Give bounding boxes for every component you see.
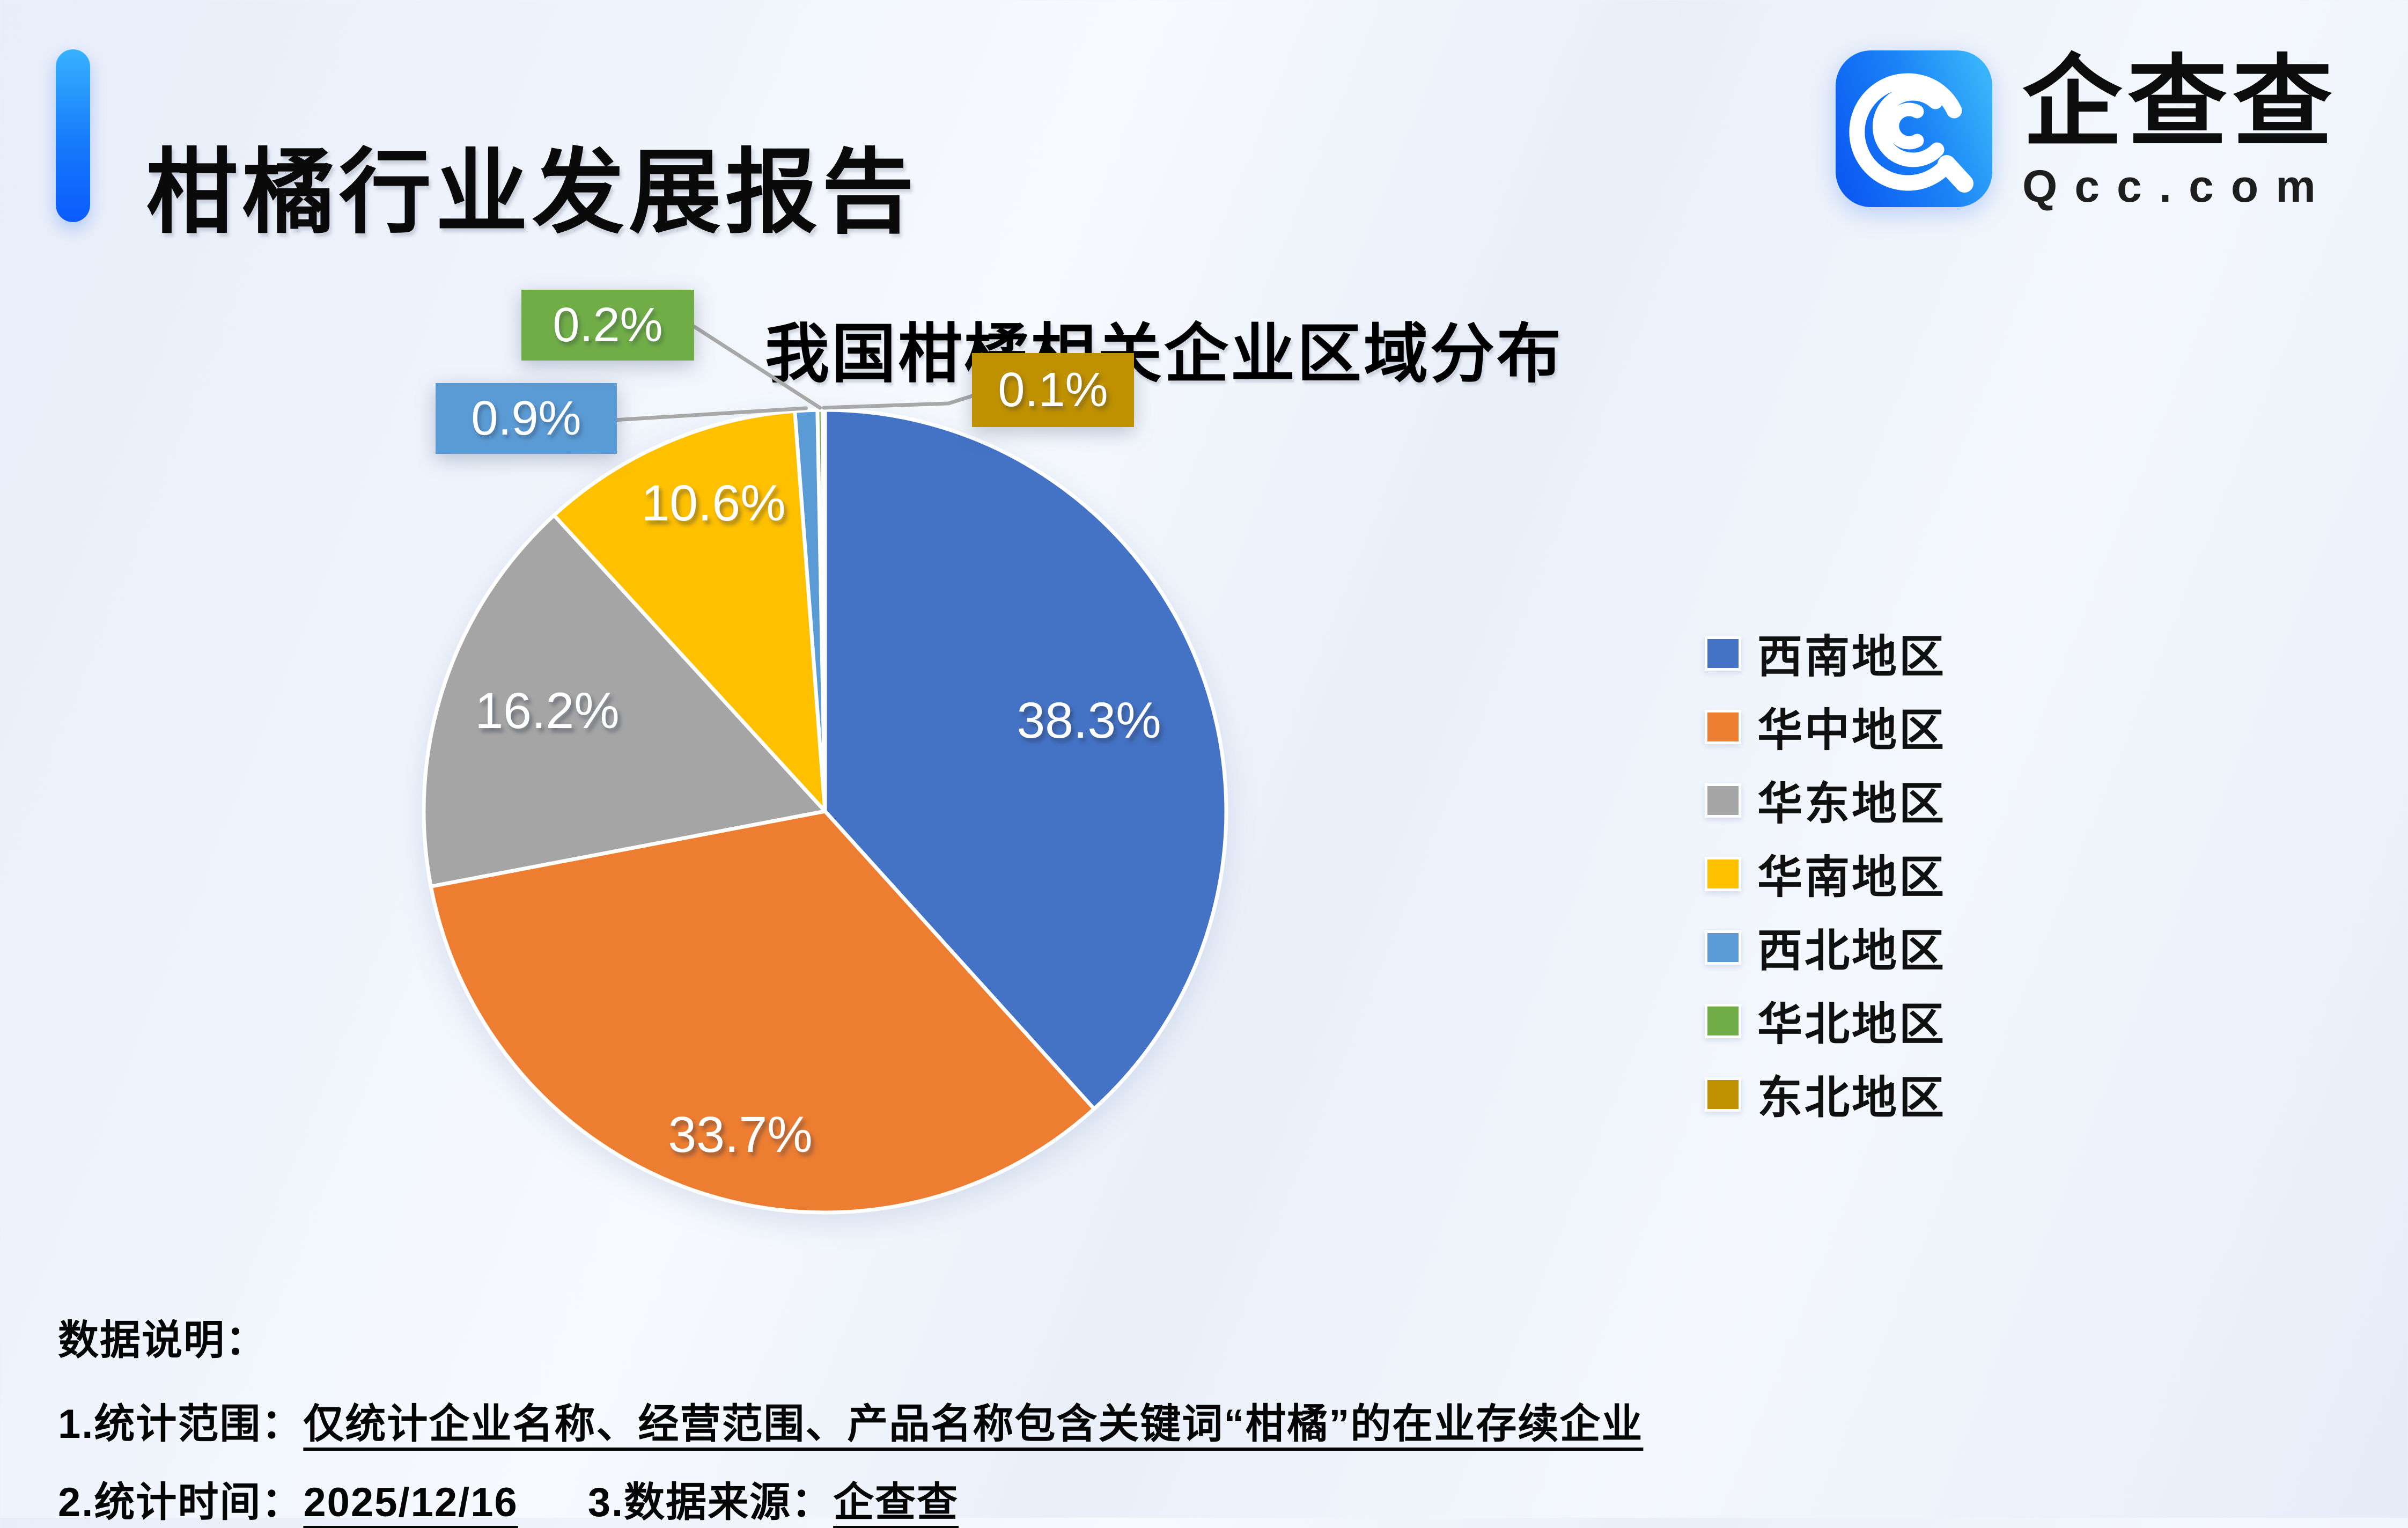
legend-swatch-西南地区 bbox=[1705, 636, 1741, 671]
legend-item-华东地区: 华东地区 bbox=[1705, 763, 1946, 837]
legend-item-华南地区: 华南地区 bbox=[1705, 837, 1946, 910]
callout-label-东北地区: 0.1% bbox=[998, 363, 1108, 417]
qcc-logo-icon bbox=[1836, 50, 1992, 207]
legend-item-华北地区: 华北地区 bbox=[1705, 984, 1946, 1057]
note-line-2: 2.统计时间：2025/12/16 3.数据来源：企查查 bbox=[58, 1469, 959, 1528]
legend-swatch-华东地区 bbox=[1705, 783, 1741, 818]
pie-slices bbox=[422, 408, 1228, 1215]
callout-label-西北地区: 0.9% bbox=[471, 392, 581, 445]
qcc-logo: 企查查 Qcc.com bbox=[1836, 50, 2338, 212]
leader-line-东北地区 bbox=[822, 394, 974, 410]
legend-label-华中地区: 华中地区 bbox=[1757, 705, 1947, 755]
pie-label-华南地区: 10.6% bbox=[641, 475, 785, 532]
leader-line-西北地区 bbox=[615, 406, 808, 422]
legend-item-西南地区: 西南地区 bbox=[1705, 616, 1946, 690]
callout-box-华北地区 bbox=[521, 290, 694, 361]
callout-label-华北地区: 0.2% bbox=[553, 298, 662, 352]
legend-swatch-华南地区 bbox=[1705, 856, 1741, 891]
legend-swatch-华中地区 bbox=[1705, 709, 1741, 744]
leader-line-华北地区 bbox=[692, 325, 822, 410]
title-accent-bar bbox=[56, 49, 90, 222]
pie-slice-华南地区 bbox=[552, 409, 827, 813]
qcc-logo-domain: Qcc.com bbox=[2022, 161, 2333, 212]
legend-item-西北地区: 西北地区 bbox=[1705, 910, 1946, 984]
note-line-1: 1.统计范围：仅统计企业名称、经营范围、产品名称包含关键词“柑橘”的在业存续企业 bbox=[58, 1391, 1643, 1450]
data-notes: 数据说明： 1.统计范围：仅统计企业名称、经营范围、产品名称包含关键词“柑橘”的… bbox=[58, 1307, 1642, 1525]
callout-box-东北地区 bbox=[972, 353, 1134, 427]
legend-item-东北地区: 东北地区 bbox=[1705, 1057, 1946, 1131]
note-1-label: 1.统计范围： bbox=[58, 1401, 304, 1447]
note-2-value: 2025/12/16 bbox=[303, 1480, 518, 1525]
note-1-value: 仅统计企业名称、经营范围、产品名称包含关键词“柑橘”的在业存续企业 bbox=[303, 1401, 1644, 1447]
pie-slice-东北地区 bbox=[820, 408, 827, 813]
legend-label-华南地区: 华南地区 bbox=[1757, 852, 1947, 902]
legend-label-华东地区: 华东地区 bbox=[1757, 778, 1947, 829]
legend-label-东北地区: 东北地区 bbox=[1757, 1072, 1947, 1123]
chart-legend: 西南地区华中地区华东地区华南地区西北地区华北地区东北地区 bbox=[1705, 616, 1946, 1131]
page-title: 柑橘行业发展报告 bbox=[146, 141, 918, 245]
qcc-logo-name: 企查查 bbox=[2022, 47, 2338, 158]
note-2-label: 2.统计时间： bbox=[58, 1480, 304, 1525]
pie-slice-华东地区 bbox=[422, 513, 827, 888]
legend-swatch-华北地区 bbox=[1705, 1003, 1741, 1038]
callout-box-西北地区 bbox=[436, 383, 617, 454]
legend-label-西南地区: 西南地区 bbox=[1757, 631, 1947, 682]
note-3-label: 3.数据来源： bbox=[587, 1480, 834, 1525]
qcc-logo-text: 企查查 Qcc.com bbox=[2022, 50, 2338, 212]
legend-swatch-西北地区 bbox=[1705, 930, 1741, 965]
chart-title: 我国柑橘相关企业区域分布 bbox=[765, 318, 1563, 390]
pie-label-华东地区: 16.2% bbox=[475, 682, 619, 739]
pie-slice-西南地区 bbox=[823, 408, 1228, 1111]
legend-item-华中地区: 华中地区 bbox=[1705, 690, 1946, 763]
legend-label-华北地区: 华北地区 bbox=[1757, 999, 1947, 1049]
note-3-value: 企查查 bbox=[833, 1480, 959, 1525]
legend-swatch-东北地区 bbox=[1705, 1077, 1741, 1112]
notes-heading: 数据说明： bbox=[58, 1318, 267, 1363]
legend-label-西北地区: 西北地区 bbox=[1757, 925, 1947, 976]
pie-label-华中地区: 33.7% bbox=[668, 1106, 812, 1163]
pie-slice-华中地区 bbox=[429, 809, 1096, 1215]
pie-label-西南地区: 38.3% bbox=[1017, 692, 1161, 749]
